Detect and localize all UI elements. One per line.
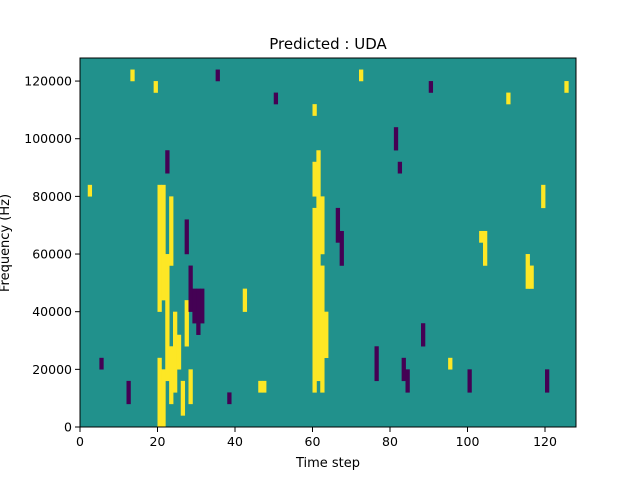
heatmap-cell	[169, 346, 174, 405]
heatmap-cell	[161, 184, 166, 301]
heatmap-cell	[262, 380, 267, 393]
plot-frame	[79, 57, 577, 428]
heatmap-cell	[320, 265, 325, 393]
heatmap-cell	[525, 254, 530, 289]
heatmap-cell	[130, 69, 135, 82]
heatmap-cell	[374, 346, 379, 382]
heatmap-cell	[312, 161, 317, 197]
heatmap-cell	[153, 81, 158, 93]
heatmap-cell	[184, 300, 189, 347]
heatmap-cell	[173, 311, 178, 393]
heatmap-cell	[87, 184, 93, 197]
heatmap-cell	[258, 380, 263, 393]
heatmap-cell	[196, 288, 201, 335]
heatmap-cell	[467, 369, 472, 393]
heatmap-cell	[564, 81, 569, 93]
heatmap-cell	[428, 81, 434, 93]
y-tick-label: 120000	[24, 74, 72, 89]
x-axis-label: Time step	[295, 456, 360, 471]
heatmap-cell	[324, 311, 329, 359]
heatmap-cell	[157, 184, 162, 312]
heatmap-cell	[99, 357, 104, 370]
y-tick-label: 100000	[24, 131, 72, 146]
heatmap-cell	[312, 207, 317, 393]
heatmap-cell	[165, 254, 170, 382]
chart-title: Predicted : UDA	[269, 35, 387, 53]
heatmap-cell	[359, 69, 364, 82]
heatmap-cell	[242, 288, 248, 312]
x-tick-label: 100	[456, 434, 480, 449]
heatmap-cell	[188, 265, 193, 312]
heatmap-cell	[541, 184, 546, 209]
heatmap-cell	[339, 230, 344, 266]
heatmap-cell	[176, 334, 182, 370]
heatmap-cell	[157, 357, 162, 428]
x-tick-label: 120	[533, 434, 557, 449]
heatmap-cell	[335, 207, 341, 243]
heatmap-background	[80, 58, 576, 427]
y-axis: 0 20000 40000 60000 80000 100000 120000	[24, 74, 80, 435]
x-tick-label: 60	[305, 434, 321, 449]
heatmap-cell	[227, 392, 232, 405]
heatmap-cell	[215, 69, 220, 82]
y-tick-label: 80000	[32, 189, 72, 204]
heatmap-cell	[479, 230, 484, 243]
heatmap-cell	[401, 357, 406, 382]
heatmap-cell	[405, 369, 410, 393]
heatmap-cell	[273, 92, 279, 105]
heatmap-cell	[421, 323, 426, 347]
y-tick-label: 60000	[32, 247, 72, 262]
heatmap-cell	[188, 369, 193, 405]
x-tick-label: 20	[150, 434, 166, 449]
heatmap-cell	[200, 288, 205, 324]
heatmap-cell	[312, 104, 317, 116]
y-tick-label: 0	[64, 420, 72, 435]
y-tick-label: 20000	[32, 362, 72, 377]
heatmap-cell	[506, 92, 511, 105]
heatmap-cell	[192, 288, 197, 324]
heatmap-cell	[320, 196, 325, 255]
heatmap-cell	[529, 265, 534, 289]
heatmap-cell	[393, 127, 399, 151]
x-axis: 0 20 40 60 80 100 120	[76, 427, 557, 449]
heatmap-cell	[316, 150, 321, 382]
x-tick-label: 80	[382, 434, 398, 449]
heatmap-cell	[180, 380, 186, 416]
heatmap-cell	[448, 357, 453, 370]
heatmap-cell	[397, 161, 403, 174]
heatmap-cell	[126, 380, 131, 405]
y-axis-label: Frequency (Hz)	[0, 194, 13, 292]
heatmap-cell	[184, 219, 189, 255]
heatmap-cell	[165, 150, 170, 174]
y-tick-label: 40000	[32, 304, 72, 319]
heatmap-cell	[169, 196, 174, 266]
heatmap-cell	[483, 230, 488, 266]
heatmap-plot-area	[79, 57, 577, 428]
x-tick-label: 0	[76, 434, 84, 449]
heatmap-cell	[545, 369, 550, 393]
x-tick-label: 40	[227, 434, 243, 449]
heatmap-cell	[161, 369, 166, 428]
